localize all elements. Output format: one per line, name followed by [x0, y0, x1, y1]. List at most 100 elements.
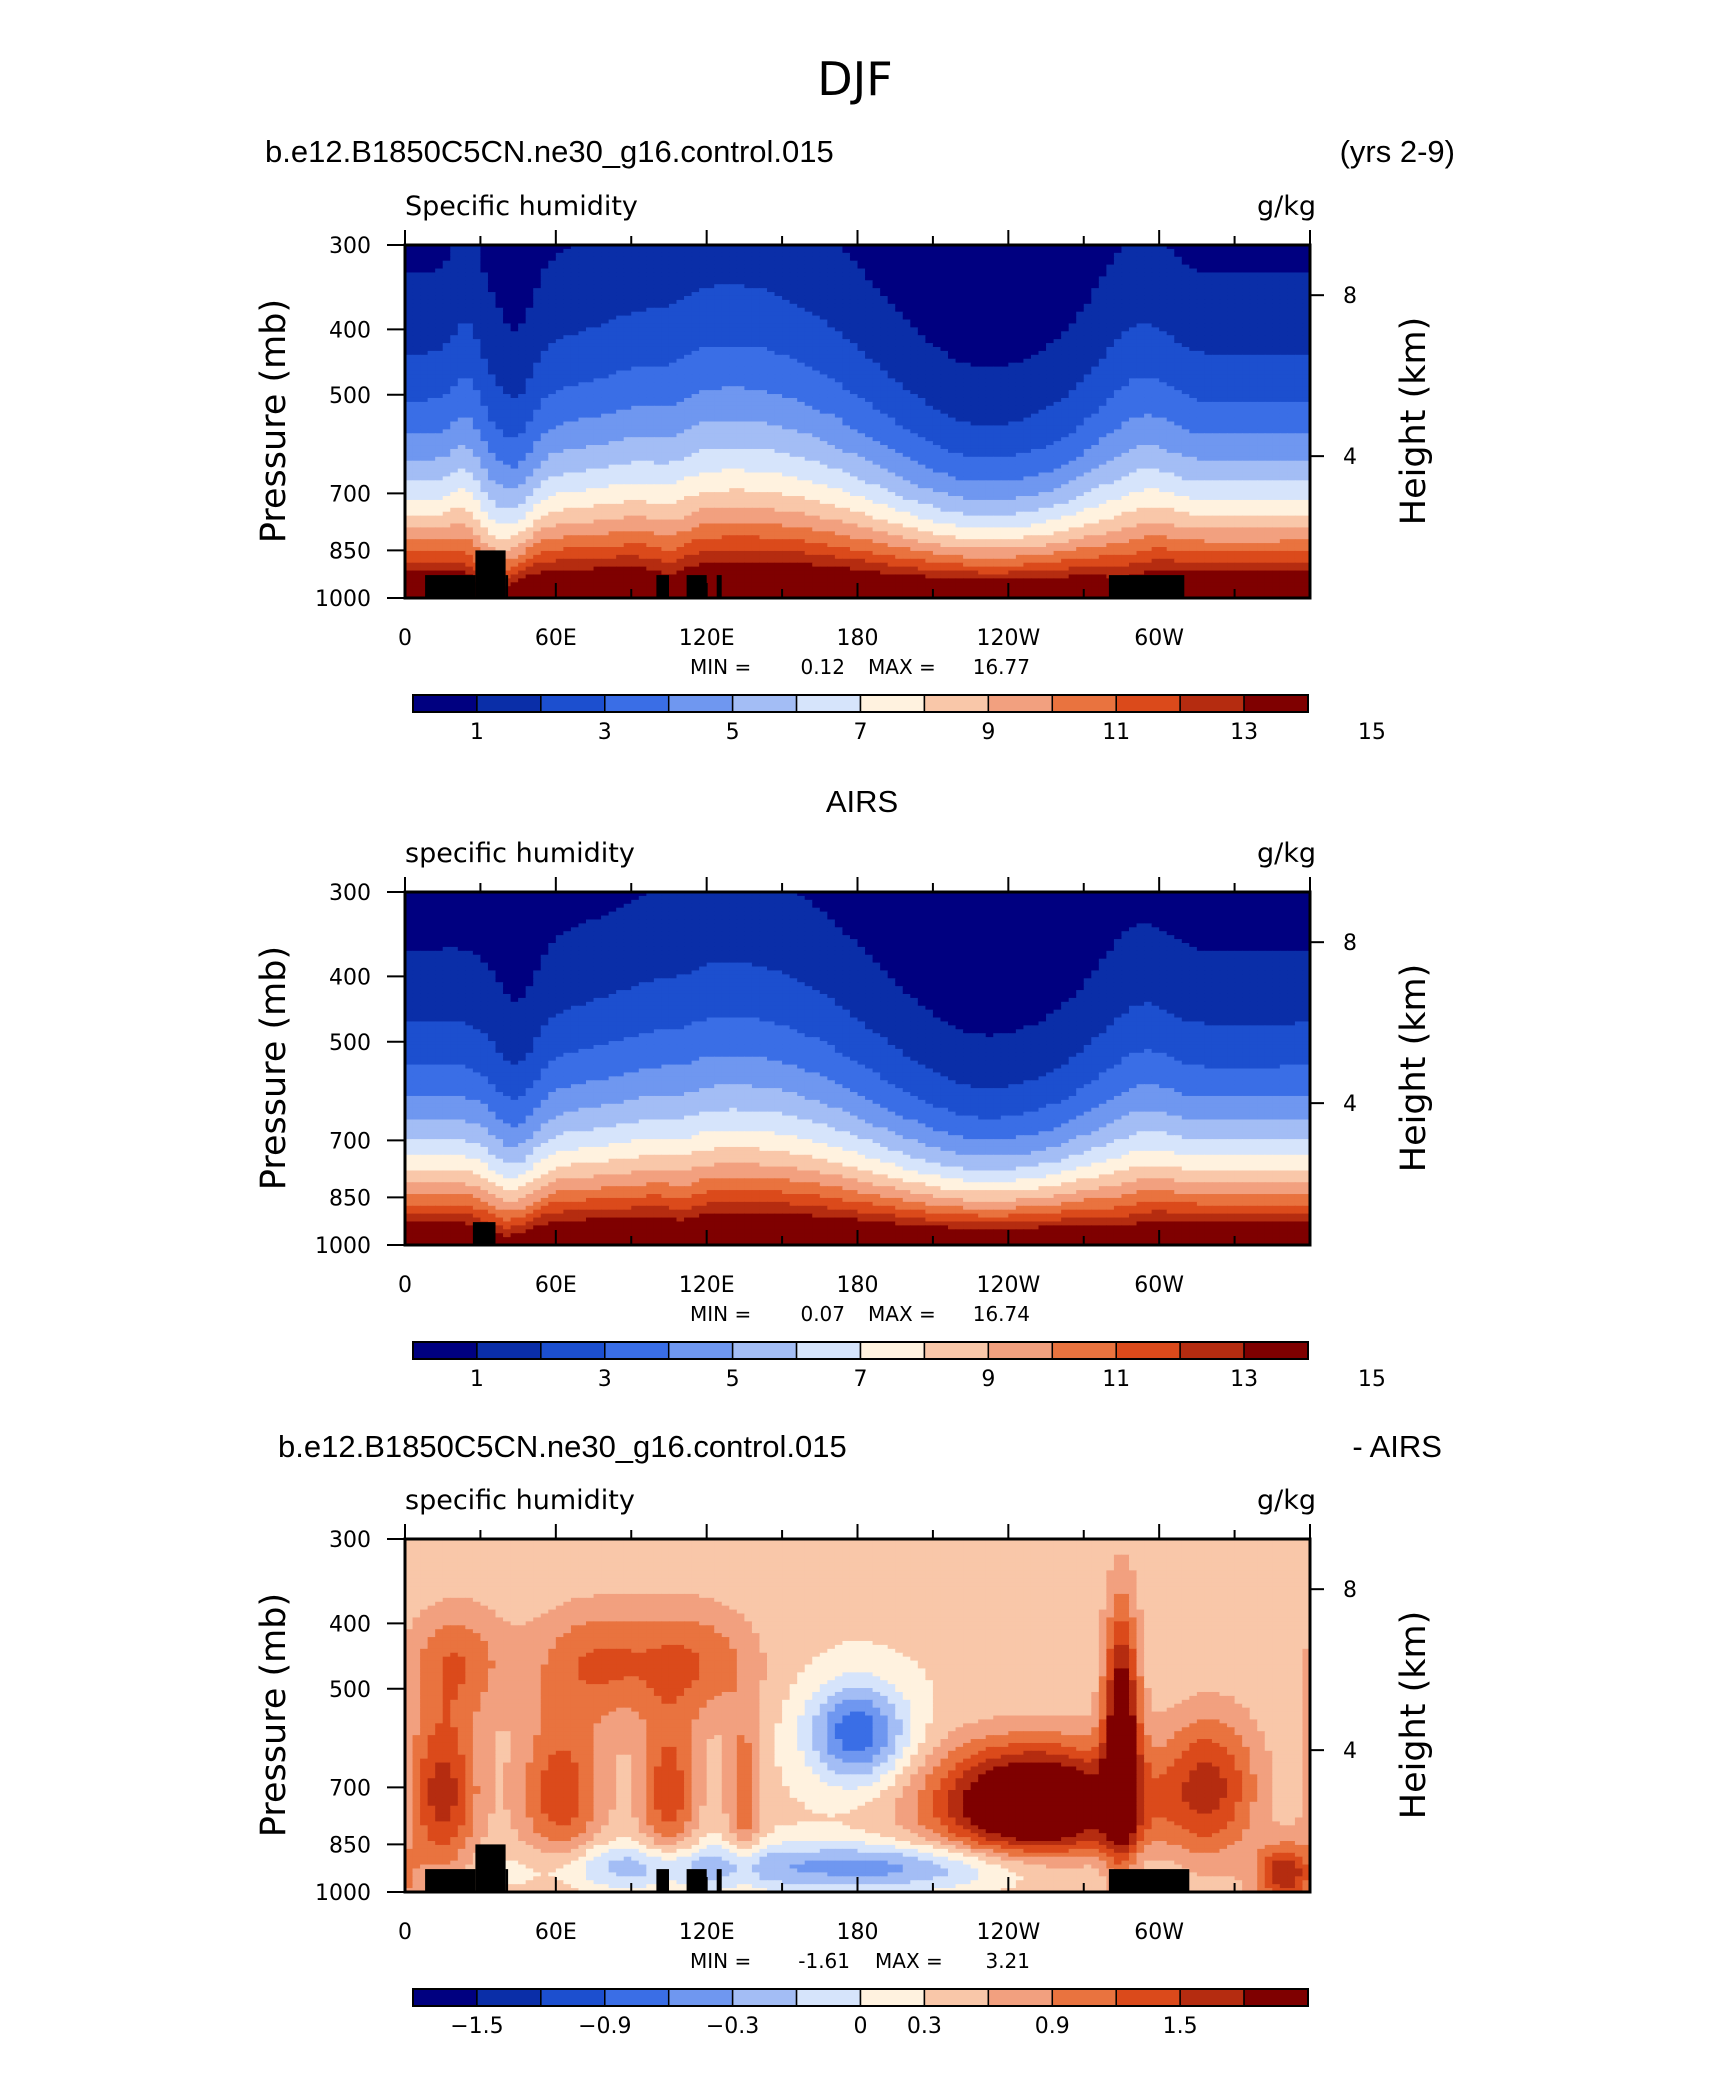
contour-field [405, 245, 1310, 598]
colorbar-box [731, 694, 798, 713]
colorbar-box [731, 1988, 798, 2007]
axes: 0 60E 120E 180 120W 60W 300 400 500 700 850 1000 8 4 [315, 1524, 1357, 1945]
y-tick-label: 850 [329, 539, 371, 564]
x-tick-label: 60W [1134, 626, 1184, 651]
terrain-block [425, 1869, 476, 1892]
y-axis-right-label: Height (km) [1394, 964, 1434, 1173]
y-tick-label: 1000 [315, 1234, 371, 1259]
colorbar-box [1243, 1341, 1309, 1360]
min-label: MIN = [690, 1302, 751, 1326]
y-tick-label: 850 [329, 1186, 371, 1211]
colorbar-box [476, 1341, 542, 1360]
colorbar-box [540, 694, 606, 713]
colorbar-box [1243, 1988, 1309, 2007]
height-tick-label: 8 [1343, 931, 1357, 956]
colorbar-label: 5 [726, 720, 740, 745]
colorbar-label: 0 [854, 2014, 868, 2039]
x-tick-label: 180 [837, 1273, 879, 1298]
colorbar-label: −0.9 [578, 2014, 631, 2039]
terrain-block [1108, 575, 1185, 598]
colorbar-label: 13 [1230, 720, 1258, 745]
x-tick-label: 60W [1134, 1920, 1184, 1945]
colorbar-label: 5 [726, 1367, 740, 1392]
terrain-block [686, 1869, 707, 1892]
case-name-title: b.e12.B1850C5CN.ne30_g16.control.015 [265, 134, 834, 169]
colorbar-box [1051, 1988, 1117, 2007]
y-tick-label: 400 [329, 1612, 371, 1637]
colorbar-box [731, 1341, 798, 1360]
terrain-block [1108, 1869, 1190, 1892]
max-label: MAX = [875, 1949, 943, 1973]
colorbar-box [923, 1341, 990, 1360]
colorbar-box [1051, 694, 1117, 713]
colorbar-label: 7 [854, 720, 868, 745]
height-tick-label: 4 [1343, 1739, 1357, 1764]
colorbar-box [1115, 1341, 1181, 1360]
terrain-block [716, 575, 722, 598]
colorbar-box [1243, 694, 1309, 713]
contour-field [405, 892, 1310, 1245]
colorbar-box [987, 1988, 1054, 2007]
max-value: 3.21 [985, 1949, 1030, 1973]
terrain-mask [425, 1844, 1190, 1892]
x-tick-label: 120W [976, 1273, 1040, 1298]
colorbar-frame [412, 1341, 1309, 1360]
terrain-block [656, 575, 669, 598]
colorbar-label: 15 [1358, 720, 1386, 745]
axes: 0 60E 120E 180 120W 60W 300 400 500 700 850 1000 8 4 [315, 230, 1357, 651]
colorbar-box [476, 1988, 542, 2007]
x-tick-label: 60E [535, 626, 577, 651]
y-tick-label: 700 [329, 1129, 371, 1154]
panel-diff: 0 60E 120E 180 120W 60W300400500700850100084 … [254, 1485, 1434, 2039]
diff-title-right: - AIRS [1352, 1429, 1442, 1464]
colorbar-label: 15 [1358, 1367, 1386, 1392]
colorbar-box [1179, 694, 1245, 713]
panel-model: 0 60E 120E 180 120W 60W300400500700850100084 … [254, 191, 1434, 745]
colorbar-label: 9 [981, 1367, 995, 1392]
colorbar-box [604, 1988, 670, 2007]
colorbar-box [1179, 1341, 1245, 1360]
colorbar-box [476, 694, 542, 713]
colorbar-label: −1.5 [450, 2014, 503, 2039]
terrain-block [505, 575, 509, 598]
colorbar-box [667, 1341, 734, 1360]
y-tick-label: 300 [329, 234, 371, 259]
colorbar-box [667, 1988, 734, 2007]
colorbar-box [923, 694, 990, 713]
colorbar-label: 9 [981, 720, 995, 745]
colorbar-box [540, 1988, 606, 2007]
min-value: 0.07 [800, 1302, 845, 1326]
colorbar-box [604, 1341, 670, 1360]
colorbar-box [987, 694, 1054, 713]
x-tick-label: 0 [398, 1920, 412, 1945]
max-label: MAX = [868, 655, 936, 679]
colorbar-label: 3 [598, 1367, 612, 1392]
terrain-block [656, 1869, 669, 1892]
colorbar-frame [412, 1988, 1309, 2007]
max-value: 16.74 [973, 1302, 1030, 1326]
y-axis-right-label: Height (km) [1394, 1611, 1434, 1820]
y-tick-label: 500 [329, 1031, 371, 1056]
obs-title: AIRS [826, 784, 898, 819]
colorbar-box [987, 1341, 1054, 1360]
colorbar-box [604, 694, 670, 713]
panel-obs: 0 60E 120E 180 120W 60W300400500700850100084 … [254, 838, 1434, 1392]
colorbar-box [540, 1341, 606, 1360]
y-tick-label: 850 [329, 1833, 371, 1858]
colorbar-box [1179, 1988, 1245, 2007]
axes: 0 60E 120E 180 120W 60W 300 400 500 700 850 1000 8 4 [315, 877, 1357, 1298]
terrain-block [472, 1222, 496, 1245]
y-tick-label: 1000 [315, 587, 371, 612]
height-tick-label: 8 [1343, 284, 1357, 309]
min-value: -1.61 [798, 1949, 850, 1973]
panel-left-label: specific humidity [405, 838, 635, 869]
diff-title-left: b.e12.B1850C5CN.ne30_g16.control.015 [278, 1429, 847, 1464]
contour-field [405, 1539, 1310, 1892]
colorbar-label: −0.3 [706, 2014, 759, 2039]
min-label: MIN = [690, 1949, 751, 1973]
page-title: DJF [817, 52, 892, 106]
colorbar-label: 1 [470, 720, 484, 745]
x-tick-label: 0 [398, 1273, 412, 1298]
colorbar-label: 7 [854, 1367, 868, 1392]
y-tick-label: 300 [329, 1528, 371, 1553]
